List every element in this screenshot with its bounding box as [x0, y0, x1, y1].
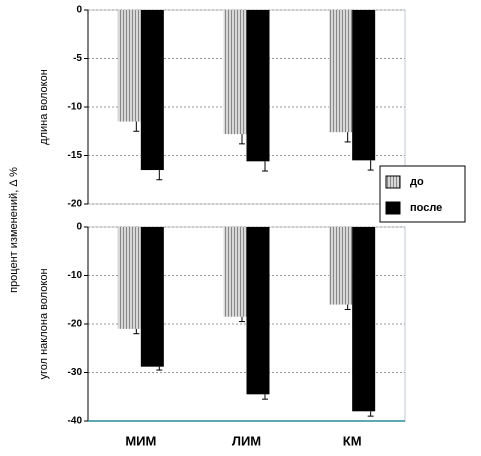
- y-tick-label: -5: [73, 53, 82, 64]
- bar: [329, 227, 353, 305]
- x-tick-label: ЛИМ: [232, 433, 261, 448]
- error-bar: [262, 394, 268, 400]
- y-label: угол наклона волокон: [38, 268, 50, 379]
- bar: [352, 227, 376, 412]
- y-tick-label: 0: [76, 5, 82, 16]
- error-bar: [239, 134, 245, 145]
- bar: [117, 10, 141, 122]
- x-tick-label: МИМ: [125, 433, 156, 448]
- y-tick-label: -10: [68, 102, 83, 113]
- legend-label: до: [410, 176, 424, 188]
- bar: [329, 10, 353, 133]
- bar: [246, 227, 270, 395]
- error-bar: [262, 161, 268, 172]
- error-bar: [367, 160, 374, 171]
- shared-y-label: процент изменений, Δ %: [8, 167, 20, 293]
- y-tick-label: -20: [68, 319, 83, 330]
- error-bar: [344, 132, 351, 143]
- bar: [246, 10, 270, 162]
- error-bar: [133, 121, 140, 132]
- bar: [223, 10, 247, 135]
- legend-swatch: [385, 201, 401, 215]
- y-tick-label: -15: [68, 150, 83, 161]
- bar: [223, 227, 247, 317]
- legend-label: после: [410, 202, 442, 214]
- y-tick-label: 0: [76, 222, 82, 233]
- bar: [140, 227, 164, 367]
- error-bar: [344, 304, 351, 310]
- bar: [352, 10, 376, 161]
- bar: [140, 10, 164, 171]
- error-bar: [239, 316, 245, 323]
- error-bar: [367, 411, 374, 417]
- y-tick-label: -20: [68, 199, 83, 210]
- y-tick-label: -30: [68, 367, 83, 378]
- error-bar: [156, 366, 163, 371]
- bar: [117, 227, 141, 329]
- error-bar: [156, 170, 163, 181]
- y-tick-label: -10: [68, 270, 83, 281]
- y-tick-label: -40: [68, 416, 83, 427]
- x-tick-label: КМ: [343, 433, 362, 448]
- y-label: длина волокон: [38, 69, 50, 145]
- legend-swatch: [385, 175, 401, 189]
- error-bar: [133, 328, 140, 335]
